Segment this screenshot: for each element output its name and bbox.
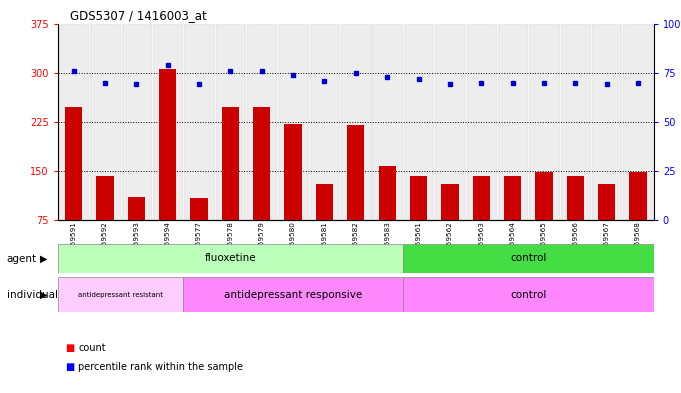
Bar <box>59 24 89 220</box>
Text: control: control <box>510 253 546 263</box>
Bar <box>153 24 183 220</box>
Bar <box>403 277 654 312</box>
Bar <box>222 107 239 269</box>
Bar <box>341 24 370 220</box>
Bar <box>560 24 590 220</box>
Bar <box>96 176 114 269</box>
Bar <box>285 124 302 269</box>
Bar <box>441 184 458 269</box>
Text: agent: agent <box>7 253 37 264</box>
Bar <box>629 172 647 269</box>
Bar <box>216 24 245 220</box>
Bar <box>65 107 82 269</box>
Text: ■: ■ <box>65 343 74 353</box>
Text: antidepressant resistant: antidepressant resistant <box>78 292 163 298</box>
Bar <box>410 176 427 269</box>
Bar <box>504 176 521 269</box>
Bar <box>592 24 622 220</box>
Text: fluoxetine: fluoxetine <box>204 253 256 263</box>
Bar <box>473 176 490 269</box>
Text: GDS5307 / 1416003_at: GDS5307 / 1416003_at <box>70 9 206 22</box>
Bar <box>183 277 403 312</box>
Bar <box>403 244 654 273</box>
Bar <box>435 24 464 220</box>
Bar <box>466 24 496 220</box>
Bar <box>90 24 120 220</box>
Bar <box>121 24 151 220</box>
Bar <box>347 125 364 269</box>
Text: percentile rank within the sample: percentile rank within the sample <box>78 362 243 373</box>
Bar <box>247 24 276 220</box>
Bar <box>379 166 396 269</box>
Bar <box>529 24 558 220</box>
Text: count: count <box>78 343 106 353</box>
Bar <box>535 172 552 269</box>
Bar <box>316 184 333 269</box>
Text: antidepressant responsive: antidepressant responsive <box>224 290 362 300</box>
Text: individual: individual <box>7 290 58 300</box>
Bar <box>253 107 270 269</box>
Bar <box>310 24 339 220</box>
Bar <box>127 197 145 269</box>
Bar <box>567 176 584 269</box>
Text: ■: ■ <box>65 362 74 373</box>
Bar <box>598 184 616 269</box>
Bar <box>58 244 403 273</box>
Bar <box>498 24 527 220</box>
Bar <box>185 24 214 220</box>
Bar <box>58 277 183 312</box>
Bar <box>623 24 653 220</box>
Bar <box>404 24 433 220</box>
Bar <box>373 24 402 220</box>
Text: ▶: ▶ <box>39 290 47 300</box>
Text: ▶: ▶ <box>39 253 47 264</box>
Bar <box>191 198 208 269</box>
Bar <box>159 70 176 269</box>
Bar <box>279 24 308 220</box>
Text: control: control <box>510 290 546 300</box>
